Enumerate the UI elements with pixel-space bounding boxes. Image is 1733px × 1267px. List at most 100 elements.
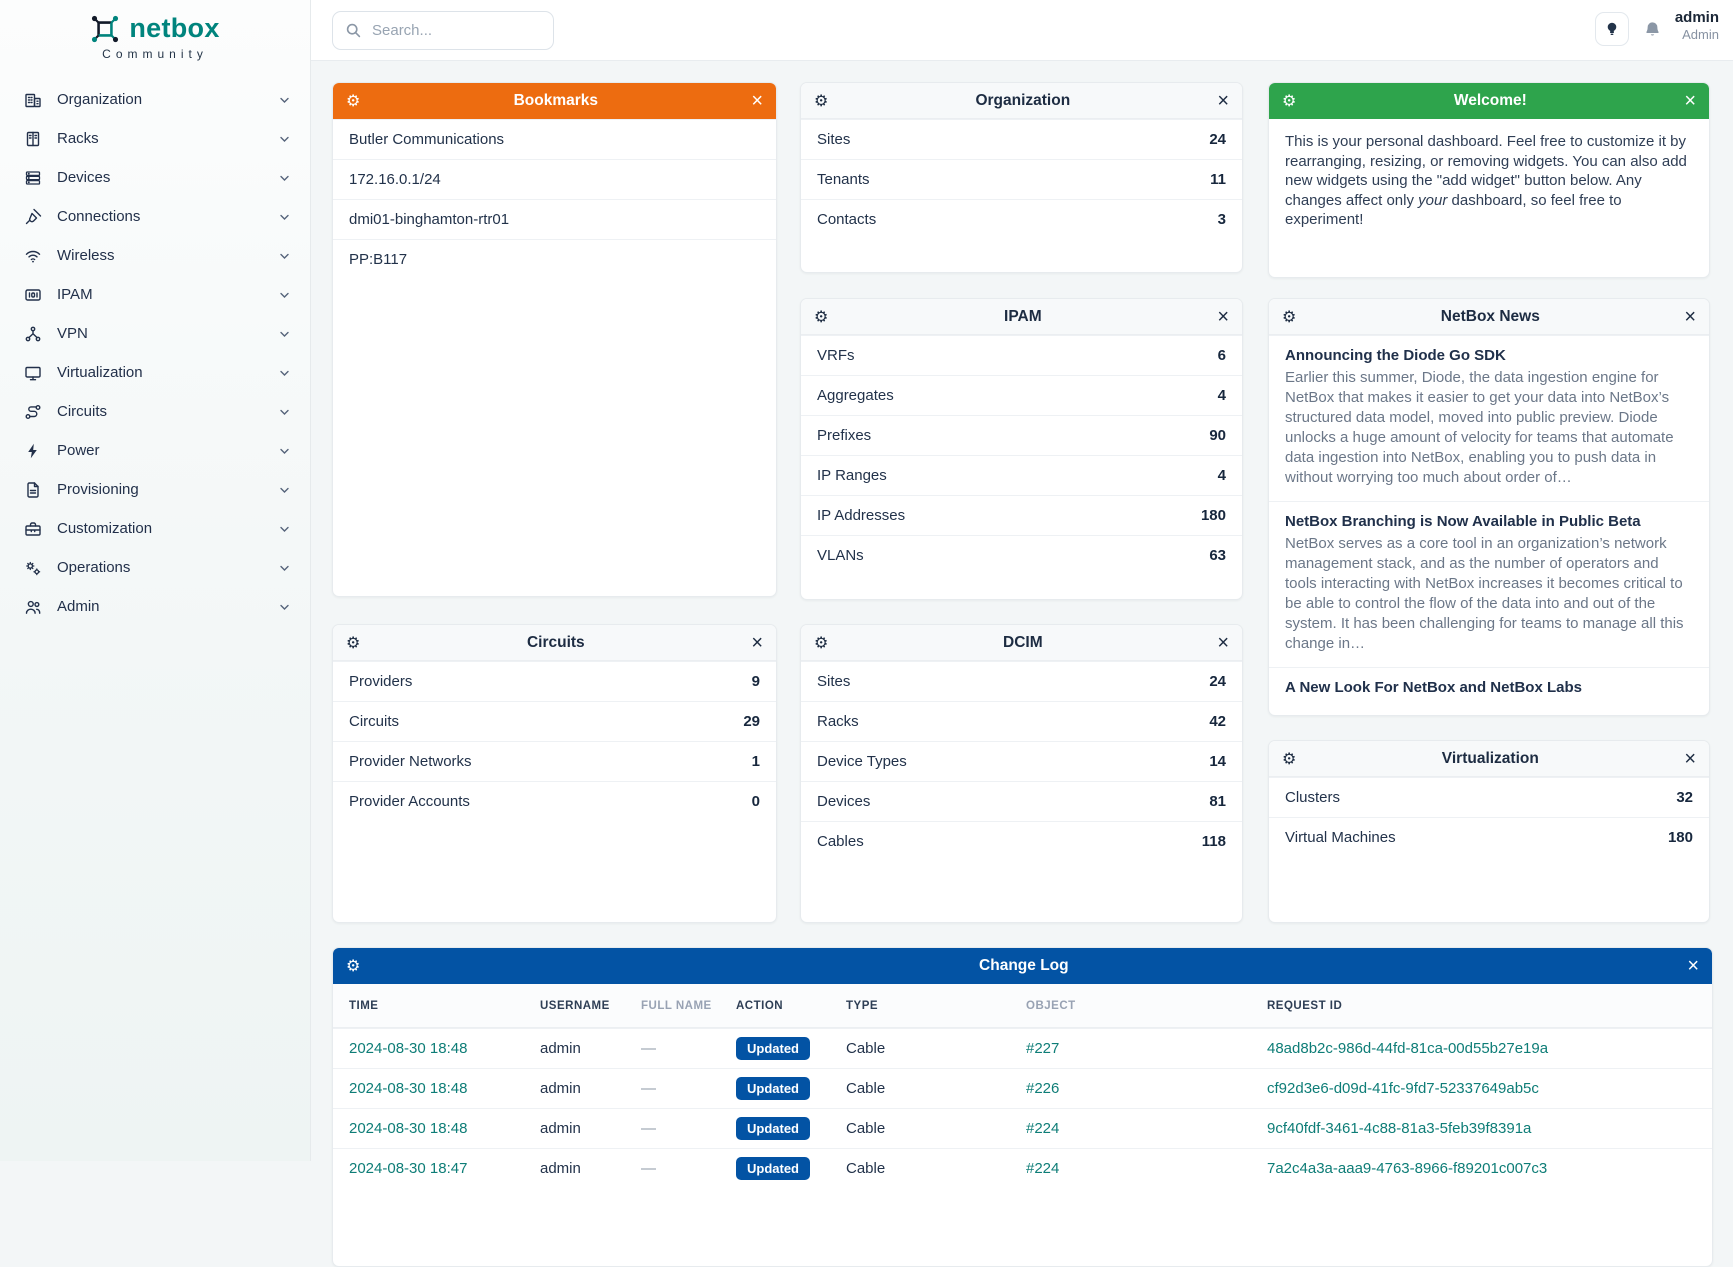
change-request-id-link[interactable]: 9cf40fdf-3461-4c88-81a3-5feb39f8391a: [1267, 1120, 1532, 1137]
close-icon[interactable]: ×: [751, 631, 763, 654]
dcim-widget-header[interactable]: ⚙ DCIM ×: [801, 625, 1242, 661]
change-request-id-link[interactable]: 7a2c4a3a-aaa9-4763-8966-f89201c007c3: [1267, 1160, 1548, 1177]
change-request-id-link[interactable]: cf92d3e6-d09d-41fc-9fd7-52337649ab5c: [1267, 1080, 1539, 1097]
stat-label[interactable]: Sites: [817, 131, 851, 148]
organization-widget-header[interactable]: ⚙ Organization ×: [801, 83, 1242, 119]
news-heading[interactable]: A New Look For NetBox and NetBox Labs: [1285, 679, 1582, 696]
stat-label[interactable]: Cables: [817, 833, 864, 850]
search-input[interactable]: [372, 22, 541, 39]
stat-row[interactable]: Device Types 14: [801, 741, 1242, 781]
sidebar-item-organization[interactable]: Organization: [0, 80, 310, 119]
widget-settings-gear-icon[interactable]: ⚙: [814, 306, 829, 326]
stat-label[interactable]: Provider Accounts: [349, 793, 470, 810]
stat-row[interactable]: Contacts 3: [801, 199, 1242, 239]
change-request-id-link[interactable]: 48ad8b2c-986d-44fd-81ca-00d55b27e19a: [1267, 1040, 1549, 1057]
stat-label[interactable]: Provider Networks: [349, 753, 472, 770]
stat-row[interactable]: IP Addresses 180: [801, 495, 1242, 535]
bookmark-item[interactable]: PP:B117: [333, 239, 776, 279]
stat-label[interactable]: Providers: [349, 673, 413, 690]
stat-row[interactable]: Provider Accounts 0: [333, 781, 776, 821]
column-header-username[interactable]: USERNAME: [540, 999, 610, 1012]
stat-row[interactable]: Sites 24: [801, 661, 1242, 701]
close-icon[interactable]: ×: [1217, 631, 1229, 654]
change-log-widget-header[interactable]: ⚙ Change Log ×: [333, 948, 1712, 984]
sidebar-item-ipam[interactable]: IPAM: [0, 275, 310, 314]
change-time-link[interactable]: 2024-08-30 18:48: [349, 1040, 468, 1057]
bookmark-label[interactable]: Butler Communications: [349, 131, 505, 148]
widget-settings-gear-icon[interactable]: ⚙: [346, 955, 361, 975]
widget-settings-gear-icon[interactable]: ⚙: [1282, 306, 1297, 326]
news-item[interactable]: NetBox Branching is Now Available in Pub…: [1269, 501, 1709, 667]
widget-settings-gear-icon[interactable]: ⚙: [814, 632, 829, 652]
bookmark-label[interactable]: dmi01-binghamton-rtr01: [349, 211, 510, 228]
stat-label[interactable]: Clusters: [1285, 789, 1341, 806]
column-header-object[interactable]: OBJECT: [1026, 999, 1076, 1012]
widget-settings-gear-icon[interactable]: ⚙: [346, 90, 361, 110]
sidebar-item-admin[interactable]: Admin: [0, 587, 310, 626]
stat-row[interactable]: IP Ranges 4: [801, 455, 1242, 495]
welcome-widget-header[interactable]: ⚙ Welcome! ×: [1269, 83, 1709, 119]
sidebar-item-customization[interactable]: Customization: [0, 509, 310, 548]
column-header-request-id[interactable]: REQUEST ID: [1267, 999, 1343, 1012]
stat-label[interactable]: Devices: [817, 793, 871, 810]
column-header-full-name[interactable]: FULL NAME: [641, 999, 712, 1012]
close-icon[interactable]: ×: [1684, 305, 1696, 328]
sidebar-item-provisioning[interactable]: Provisioning: [0, 470, 310, 509]
bookmarks-widget-header[interactable]: ⚙ Bookmarks ×: [333, 83, 776, 119]
stat-row[interactable]: Clusters 32: [1269, 777, 1709, 817]
sidebar-item-operations[interactable]: Operations: [0, 548, 310, 587]
change-object-link[interactable]: #224: [1026, 1160, 1060, 1177]
bookmark-label[interactable]: PP:B117: [349, 251, 408, 268]
bookmark-label[interactable]: 172.16.0.1/24: [349, 171, 441, 188]
stat-row[interactable]: Prefixes 90: [801, 415, 1242, 455]
stat-row[interactable]: Virtual Machines 180: [1269, 817, 1709, 857]
widget-settings-gear-icon[interactable]: ⚙: [1282, 748, 1297, 768]
stat-row[interactable]: VRFs 6: [801, 335, 1242, 375]
news-heading[interactable]: Announcing the Diode Go SDK: [1285, 347, 1506, 364]
stat-label[interactable]: Virtual Machines: [1285, 829, 1396, 846]
stat-label[interactable]: Contacts: [817, 211, 877, 228]
column-header-action[interactable]: ACTION: [736, 999, 784, 1012]
virtualization-widget-header[interactable]: ⚙ Virtualization ×: [1269, 741, 1709, 777]
stat-label[interactable]: Prefixes: [817, 427, 872, 444]
change-object-link[interactable]: #227: [1026, 1040, 1060, 1057]
stat-label[interactable]: Sites: [817, 673, 851, 690]
stat-label[interactable]: Racks: [817, 713, 859, 730]
column-header-time[interactable]: TIME: [349, 999, 379, 1012]
stat-label[interactable]: Circuits: [349, 713, 400, 730]
sidebar-item-circuits[interactable]: Circuits: [0, 392, 310, 431]
sidebar-item-devices[interactable]: Devices: [0, 158, 310, 197]
close-icon[interactable]: ×: [751, 89, 763, 112]
bookmark-item[interactable]: Butler Communications: [333, 119, 776, 159]
stat-label[interactable]: Tenants: [817, 171, 870, 188]
stat-row[interactable]: Sites 24: [801, 119, 1242, 159]
stat-row[interactable]: Devices 81: [801, 781, 1242, 821]
close-icon[interactable]: ×: [1684, 747, 1696, 770]
change-object-link[interactable]: #226: [1026, 1080, 1060, 1097]
stat-label[interactable]: IP Ranges: [817, 467, 887, 484]
search-box[interactable]: [332, 11, 554, 50]
netbox-logo[interactable]: netbox: [0, 0, 310, 44]
close-icon[interactable]: ×: [1217, 89, 1229, 112]
stat-label[interactable]: VLANs: [817, 547, 864, 564]
sidebar-item-vpn[interactable]: VPN: [0, 314, 310, 353]
change-time-link[interactable]: 2024-08-30 18:47: [349, 1160, 468, 1177]
ipam-widget-header[interactable]: ⚙ IPAM ×: [801, 299, 1242, 335]
column-header-type[interactable]: TYPE: [846, 999, 879, 1012]
sidebar-item-power[interactable]: Power: [0, 431, 310, 470]
change-object-link[interactable]: #224: [1026, 1120, 1060, 1137]
bookmark-item[interactable]: 172.16.0.1/24: [333, 159, 776, 199]
news-widget-header[interactable]: ⚙ NetBox News ×: [1269, 299, 1709, 335]
stat-row[interactable]: Provider Networks 1: [333, 741, 776, 781]
stat-label[interactable]: Aggregates: [817, 387, 894, 404]
stat-row[interactable]: VLANs 63: [801, 535, 1242, 575]
stat-label[interactable]: IP Addresses: [817, 507, 906, 524]
stat-row[interactable]: Circuits 29: [333, 701, 776, 741]
news-item[interactable]: A New Look For NetBox and NetBox Labs: [1269, 667, 1709, 713]
stat-row[interactable]: Aggregates 4: [801, 375, 1242, 415]
stat-row[interactable]: Tenants 11: [801, 159, 1242, 199]
news-heading[interactable]: NetBox Branching is Now Available in Pub…: [1285, 513, 1641, 530]
stat-row[interactable]: Providers 9: [333, 661, 776, 701]
news-item[interactable]: Announcing the Diode Go SDK Earlier this…: [1269, 335, 1709, 501]
notifications-button[interactable]: [1643, 20, 1662, 39]
